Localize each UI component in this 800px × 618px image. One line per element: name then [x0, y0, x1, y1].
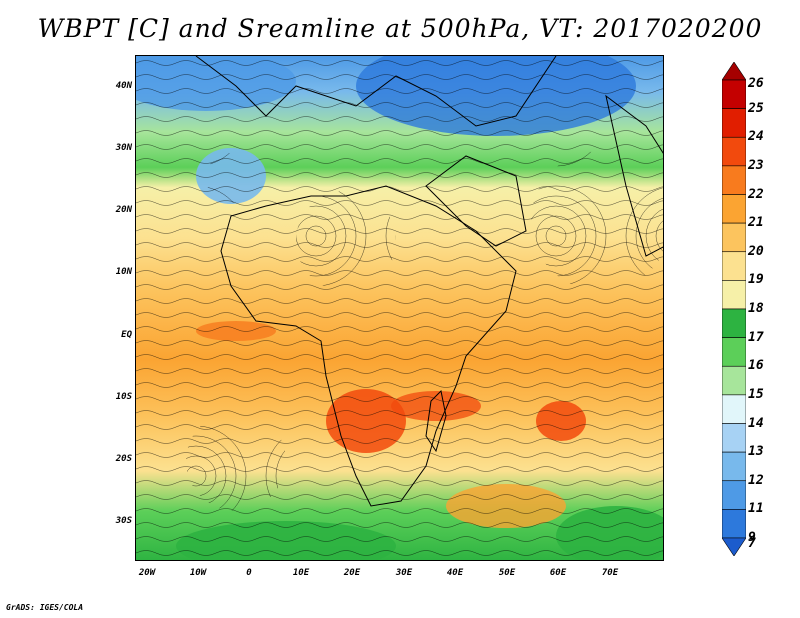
- colorbar-segment: [722, 108, 746, 138]
- lat-label: 20S: [115, 454, 132, 464]
- colorbar-label: 13: [748, 444, 764, 460]
- grads-credit: GrADS: IGES/COLA: [6, 603, 84, 612]
- colorbar-segment: [722, 136, 746, 167]
- lon-label: 30E: [395, 568, 413, 578]
- arabia-coastline: [425, 155, 527, 247]
- lon-label: 60E: [549, 568, 567, 578]
- colorbar-label: 14: [748, 415, 764, 431]
- lon-label: 40E: [446, 568, 464, 578]
- colorbar-label: 20: [748, 243, 764, 259]
- lon-label: 50E: [498, 568, 516, 578]
- colorbar-segment: [722, 451, 746, 482]
- anticyclone-arabian-sea: [531, 151, 663, 291]
- colorbar-label: 21: [748, 215, 764, 231]
- lon-label: 20W: [138, 568, 156, 578]
- madagascar-coastline: [425, 389, 447, 453]
- colorbar-label: 19: [748, 272, 764, 288]
- colorbar-label: 18: [748, 301, 764, 316]
- lat-label: EQ: [121, 330, 132, 340]
- lon-label: 20E: [343, 568, 361, 578]
- colorbar-segment: [722, 222, 746, 253]
- lat-label: 30S: [115, 516, 132, 526]
- colorbar-segment: [722, 480, 746, 510]
- colorbar-label: 23: [748, 157, 764, 173]
- lat-label: 30N: [115, 143, 132, 153]
- lat-label: 20N: [115, 205, 132, 215]
- lon-label: 10W: [189, 568, 207, 578]
- lon-label: 70E: [601, 568, 619, 578]
- map-panel: [135, 55, 664, 561]
- cyclone-north-atlantic: [206, 153, 256, 203]
- lat-label: 10N: [115, 267, 132, 277]
- colorbar-segment: [722, 365, 746, 396]
- colorbar: [722, 62, 746, 556]
- anticyclone-south-atlantic: [186, 411, 286, 511]
- colorbar-label: 7: [748, 536, 756, 551]
- colorbar-bottom-arrow: [722, 537, 746, 556]
- colorbar-label: 9: [748, 530, 756, 545]
- colorbar-label: 26: [748, 76, 764, 91]
- colorbar-label: 24: [748, 129, 764, 145]
- colorbar-label: 22: [748, 186, 764, 202]
- colorbar-segment: [722, 194, 746, 224]
- chart-title: WBPT [C] and Sreamline at 500hPa, VT: 20…: [37, 14, 763, 43]
- colorbar-top-arrow: [722, 62, 746, 81]
- map-field: [136, 56, 663, 560]
- lon-label: 0: [246, 568, 252, 578]
- colorbar-segment: [722, 280, 746, 310]
- colorbar-segment: [722, 394, 746, 424]
- anticyclone-sahel: [296, 191, 396, 291]
- lat-label: 40N: [115, 81, 132, 91]
- colorbar-segment: [722, 79, 746, 109]
- lat-label: 10S: [115, 392, 132, 402]
- india-coastline: [605, 94, 663, 257]
- colorbar-label: 25: [748, 100, 764, 116]
- colorbar-segment: [722, 308, 746, 338]
- africa-coastline: [220, 185, 517, 507]
- colorbar-label: 16: [748, 358, 764, 374]
- colorbar-segment: [722, 337, 746, 367]
- colorbar-label: 12: [748, 472, 764, 488]
- colorbar-label: 17: [748, 329, 764, 345]
- colorbar-segment: [722, 423, 746, 453]
- colorbar-segment: [722, 251, 746, 281]
- europe-coastline: [195, 56, 557, 127]
- lon-label: 10E: [292, 568, 310, 578]
- colorbar-label: 11: [748, 501, 764, 517]
- colorbar-segment: [722, 165, 746, 195]
- colorbar-segment: [722, 509, 746, 539]
- colorbar-label: 15: [748, 386, 764, 402]
